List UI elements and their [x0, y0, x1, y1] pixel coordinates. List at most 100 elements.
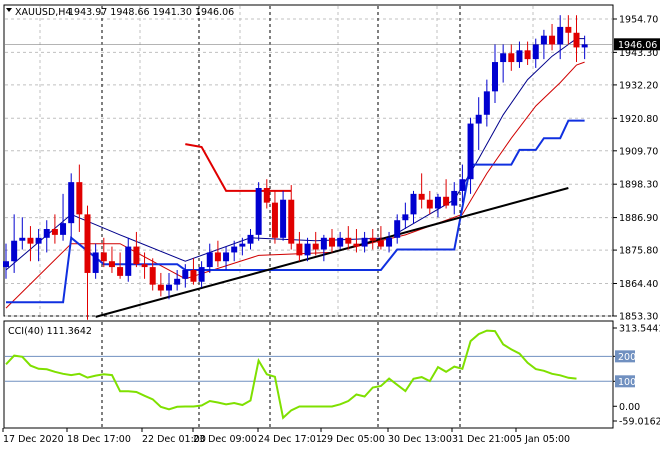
time-tick-label: 18 Dec 17:00: [67, 434, 131, 445]
candle-body: [418, 193, 425, 200]
candle-body: [198, 267, 205, 282]
cci-tick-label: 100: [618, 377, 636, 388]
time-tick-label: 17 Dec 2020: [3, 434, 64, 445]
candle-body: [108, 261, 115, 268]
cci-series: [5, 329, 577, 420]
candle-body: [581, 44, 588, 48]
cci-tick-label: -59.0162: [619, 417, 660, 428]
candle-body: [19, 237, 26, 241]
symbol-label: XAUUSD,H4: [15, 7, 71, 18]
cci-line: [5, 329, 577, 420]
candle-body: [206, 252, 213, 268]
candle-body: [182, 270, 189, 279]
candle-body: [60, 223, 67, 235]
candle-body: [369, 237, 376, 241]
candle-body: [410, 193, 417, 215]
time-tick-label: 23 Dec 09:00: [193, 434, 257, 445]
candle-body: [467, 123, 474, 180]
candle-body: [459, 179, 466, 191]
candle-body: [214, 252, 221, 262]
candle-body: [492, 62, 498, 92]
candle-body: [565, 26, 572, 33]
candle-body: [296, 243, 303, 256]
candle-body: [361, 237, 368, 247]
cci-tick-label: 313.5441: [619, 324, 660, 335]
candle-body: [443, 196, 450, 206]
candle-body: [483, 91, 490, 115]
price-tick-label: 1932.20: [619, 80, 658, 91]
candle-body: [288, 199, 295, 244]
price-tick-label: 1886.90: [619, 213, 658, 224]
time-tick-label: 29 Dec 05:00: [321, 434, 385, 445]
time-tick-label: 24 Dec 17:01: [258, 434, 322, 445]
candle-body: [239, 243, 246, 247]
price-tick-label: 1875.80: [619, 246, 658, 257]
cci-level-tag: [615, 375, 635, 388]
time-tick-label: 5 Jan 05:00: [516, 434, 570, 445]
ohlc-label: 1943.97 1948.66 1941.30 1946.06: [68, 7, 234, 18]
candle-body: [329, 237, 335, 247]
price-tick-label: 1909.70: [619, 146, 658, 157]
candle-body: [35, 237, 42, 244]
cci-level-lines: [5, 355, 612, 382]
candle-body: [51, 229, 58, 235]
price-tick-label: 1943.30: [619, 48, 658, 59]
time-tick-label: 22 Dec 01:00: [142, 434, 206, 445]
candle-body: [320, 237, 327, 250]
candle-body: [524, 50, 531, 60]
cci-level-tag: [615, 350, 635, 363]
candle-body: [76, 182, 83, 215]
candle-body: [353, 243, 360, 247]
current-price-tag: 1946.06: [614, 38, 660, 51]
candle-body: [573, 32, 580, 48]
time-tick-label: 30 Dec 13:00: [388, 434, 452, 445]
cci-tick-label: 200: [618, 352, 636, 363]
candle-body: [304, 243, 311, 256]
candle-body: [434, 196, 441, 209]
candle-body: [247, 234, 254, 244]
price-axis: 1954.70 1943.30 1932.20 1920.80 1909.70 1898.…: [613, 15, 658, 323]
candle-body: [166, 284, 172, 291]
candle-body: [92, 252, 99, 273]
price-tick-label: 1864.40: [619, 279, 658, 290]
candle-body: [337, 237, 344, 247]
candle-body: [516, 50, 523, 63]
candle-body: [540, 35, 547, 45]
price-tick-label: 1898.30: [619, 180, 658, 191]
candle-body: [532, 44, 539, 60]
price-tick-label: 1954.70: [619, 15, 658, 26]
candle-body: [117, 267, 124, 276]
candle-body: [451, 190, 458, 206]
candle-body: [141, 264, 148, 268]
candle-body: [263, 188, 270, 203]
time-tick-label: 31 Dec 21:00: [452, 434, 516, 445]
candle-body: [255, 188, 262, 235]
candle-body: [426, 199, 433, 209]
candle-body: [133, 246, 140, 265]
candle-body: [43, 229, 50, 238]
candle-body: [500, 53, 507, 63]
current-price-value: 1946.06: [618, 40, 657, 51]
candle-body: [549, 35, 556, 45]
candle-body: [271, 202, 278, 238]
cci-tick-label: 0.00: [619, 402, 640, 413]
candle-body: [345, 237, 352, 244]
candle-body: [125, 246, 132, 276]
candle-body: [223, 252, 230, 262]
candle-body: [157, 284, 164, 291]
candle-body: [231, 246, 238, 253]
candle-body: [27, 237, 34, 244]
cci-axis: 313.5441 200 100 0.00 -59.0162: [613, 324, 660, 428]
candle-body: [557, 26, 564, 45]
candle-body: [377, 240, 384, 247]
cci-panel[interactable]: [3, 320, 614, 429]
candles: [3, 15, 588, 320]
fast-ma-line: [5, 38, 585, 271]
price-tick-label: 1853.30: [619, 312, 658, 323]
candle-body: [402, 214, 409, 221]
candle-body: [190, 270, 197, 282]
chart-menu-triangle-icon[interactable]: [6, 8, 12, 12]
candle-body: [100, 252, 107, 262]
